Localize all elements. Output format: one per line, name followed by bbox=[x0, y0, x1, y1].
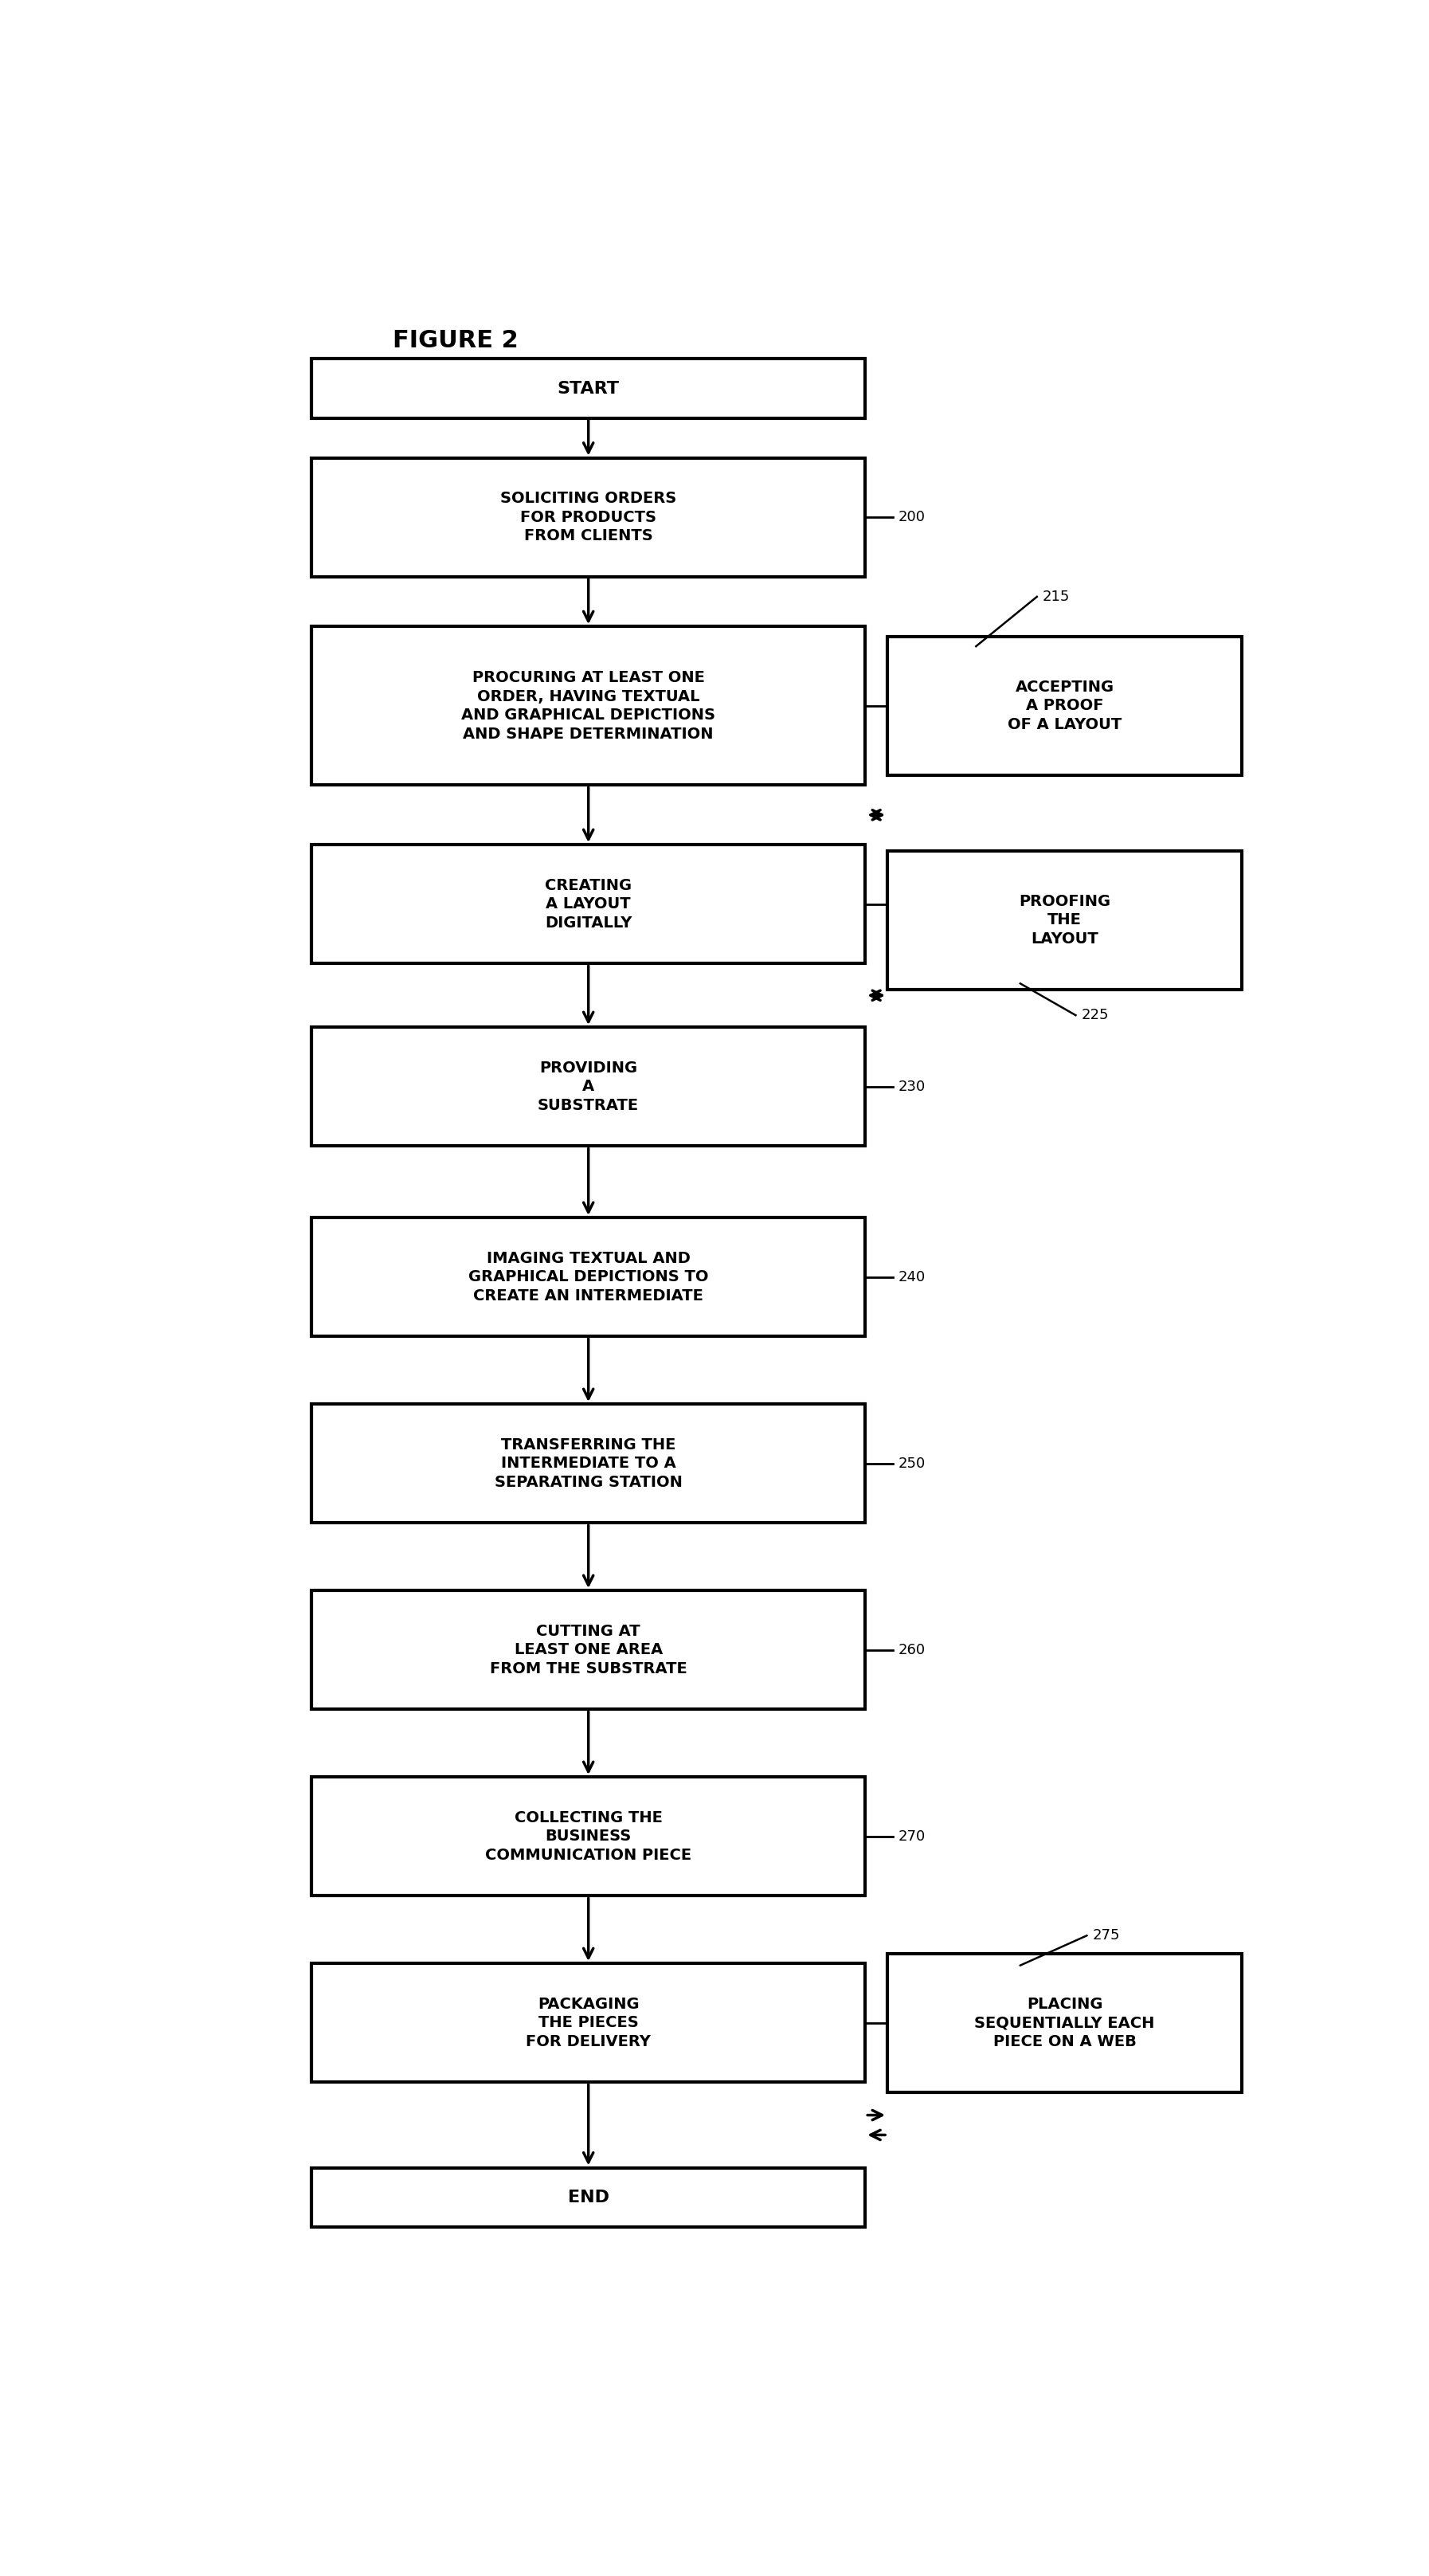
Text: FIGURE 2: FIGURE 2 bbox=[393, 330, 519, 353]
Text: 215: 215 bbox=[1042, 590, 1070, 603]
Text: SOLICITING ORDERS
FOR PRODUCTS
FROM CLIENTS: SOLICITING ORDERS FOR PRODUCTS FROM CLIE… bbox=[500, 492, 676, 544]
Text: END: END bbox=[567, 2190, 609, 2205]
FancyBboxPatch shape bbox=[312, 1404, 865, 1522]
FancyBboxPatch shape bbox=[887, 850, 1242, 989]
Text: 270: 270 bbox=[899, 1829, 926, 1844]
Text: 240: 240 bbox=[899, 1270, 926, 1285]
Text: CUTTING AT
LEAST ONE AREA
FROM THE SUBSTRATE: CUTTING AT LEAST ONE AREA FROM THE SUBST… bbox=[490, 1623, 687, 1677]
Text: IMAGING TEXTUAL AND
GRAPHICAL DEPICTIONS TO
CREATE AN INTERMEDIATE: IMAGING TEXTUAL AND GRAPHICAL DEPICTIONS… bbox=[469, 1252, 709, 1303]
Text: ACCEPTING
A PROOF
OF A LAYOUT: ACCEPTING A PROOF OF A LAYOUT bbox=[1007, 680, 1122, 732]
FancyBboxPatch shape bbox=[312, 1963, 865, 2081]
Text: CREATING
A LAYOUT
DIGITALLY: CREATING A LAYOUT DIGITALLY bbox=[544, 878, 632, 930]
Text: 220: 220 bbox=[899, 896, 926, 912]
Text: PROCURING AT LEAST ONE
ORDER, HAVING TEXTUAL
AND GRAPHICAL DEPICTIONS
AND SHAPE : PROCURING AT LEAST ONE ORDER, HAVING TEX… bbox=[462, 670, 716, 742]
Text: 260: 260 bbox=[899, 1643, 926, 1656]
FancyBboxPatch shape bbox=[312, 459, 865, 577]
FancyBboxPatch shape bbox=[312, 845, 865, 963]
Text: START: START bbox=[557, 381, 619, 397]
FancyBboxPatch shape bbox=[312, 1218, 865, 1337]
FancyBboxPatch shape bbox=[312, 1777, 865, 1896]
Text: PROOFING
THE
LAYOUT: PROOFING THE LAYOUT bbox=[1019, 894, 1110, 945]
Text: 225: 225 bbox=[1082, 1007, 1109, 1023]
FancyBboxPatch shape bbox=[312, 2166, 865, 2228]
Text: PROVIDING
A
SUBSTRATE: PROVIDING A SUBSTRATE bbox=[537, 1061, 639, 1113]
Text: 280: 280 bbox=[899, 2014, 926, 2030]
Text: 250: 250 bbox=[899, 1455, 926, 1471]
FancyBboxPatch shape bbox=[887, 1953, 1242, 2092]
FancyBboxPatch shape bbox=[312, 1028, 865, 1146]
Text: COLLECTING THE
BUSINESS
COMMUNICATION PIECE: COLLECTING THE BUSINESS COMMUNICATION PI… bbox=[486, 1811, 692, 1862]
Text: PLACING
SEQUENTIALLY EACH
PIECE ON A WEB: PLACING SEQUENTIALLY EACH PIECE ON A WEB bbox=[975, 1996, 1155, 2048]
FancyBboxPatch shape bbox=[312, 626, 865, 786]
Text: 200: 200 bbox=[899, 510, 926, 526]
Text: 210: 210 bbox=[899, 698, 926, 714]
Text: 230: 230 bbox=[899, 1079, 926, 1095]
Text: TRANSFERRING THE
INTERMEDIATE TO A
SEPARATING STATION: TRANSFERRING THE INTERMEDIATE TO A SEPAR… bbox=[494, 1437, 682, 1489]
FancyBboxPatch shape bbox=[312, 358, 865, 417]
Text: PACKAGING
THE PIECES
FOR DELIVERY: PACKAGING THE PIECES FOR DELIVERY bbox=[526, 1996, 650, 2048]
FancyBboxPatch shape bbox=[312, 1589, 865, 1710]
FancyBboxPatch shape bbox=[887, 636, 1242, 775]
Text: 275: 275 bbox=[1092, 1929, 1120, 1942]
